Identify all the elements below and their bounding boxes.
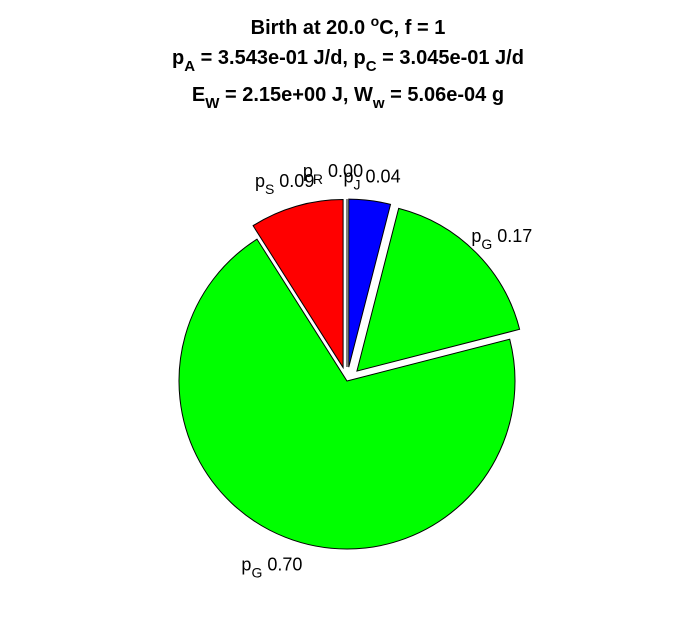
pie-slices: [178, 198, 521, 550]
title-pa-val: = 3.543e-01 J/d,: [195, 47, 353, 69]
chart-title: Birth at 20.0 oC, f = 1 pA = 3.543e-01 J…: [172, 13, 524, 112]
pie-label-name-2: p: [241, 555, 251, 575]
title-pa-main: p: [172, 47, 184, 69]
pie-label-sub-1: G: [481, 236, 492, 252]
pie-label-1: pG 0.17: [471, 226, 532, 252]
pie-slice-1: [356, 207, 521, 372]
title-pc-val: = 3.045e-01 J/d: [377, 47, 524, 69]
title-ew-main: E: [192, 84, 205, 106]
pie-label-value-1: 0.17: [492, 226, 532, 246]
pie-label-sub-3: S: [265, 181, 274, 197]
title-line-2: pA = 3.543e-01 J/d, pC = 3.045e-01 J/d: [172, 47, 524, 75]
title-pa-sub: A: [184, 58, 195, 75]
pie-slice-0: [348, 198, 392, 368]
pie-label-value-4: 0.00: [323, 161, 363, 181]
pie-label-2: pG 0.70: [241, 555, 302, 581]
title-line-1-text: Birth at 20.0: [251, 17, 371, 39]
pie-label-sub-2: G: [251, 565, 262, 581]
pie-label-4: pR 0.00: [303, 161, 363, 187]
title-line-1-text2: C, f = 1: [379, 17, 445, 39]
title-line-3: EW = 2.15e+00 J, Ww = 5.06e-04 g: [192, 84, 504, 112]
pie-label-sub-4: R: [313, 171, 323, 187]
pie-label-value-0: 0.04: [361, 167, 401, 187]
title-degree-sup: o: [371, 13, 380, 29]
title-ww-main: W: [354, 84, 373, 106]
pie-label-name-3: p: [255, 171, 265, 191]
title-ww-sub: w: [372, 95, 385, 112]
pie-slice-3: [252, 199, 344, 370]
pie-label-name-4: p: [303, 161, 313, 181]
title-line-1: Birth at 20.0 oC, f = 1: [251, 13, 446, 39]
title-ww-val: = 5.06e-04 g: [385, 84, 505, 106]
pie-label-0: pJ 0.04: [344, 167, 401, 193]
pie-label-value-3: 0.09: [274, 171, 314, 191]
pie-label-name-1: p: [471, 226, 481, 246]
pie-label-sub-0: J: [354, 177, 361, 193]
title-pc-sub: C: [366, 58, 377, 75]
pie-label-name-0: p: [344, 167, 354, 187]
pie-label-value-2: 0.70: [262, 555, 302, 575]
title-ew-sub: W: [205, 95, 220, 112]
title-pc-main: p: [354, 47, 366, 69]
title-ew-val: = 2.15e+00 J,: [219, 84, 354, 106]
pie-label-3: pS 0.09: [255, 171, 314, 197]
pie-slice-2: [178, 238, 516, 550]
